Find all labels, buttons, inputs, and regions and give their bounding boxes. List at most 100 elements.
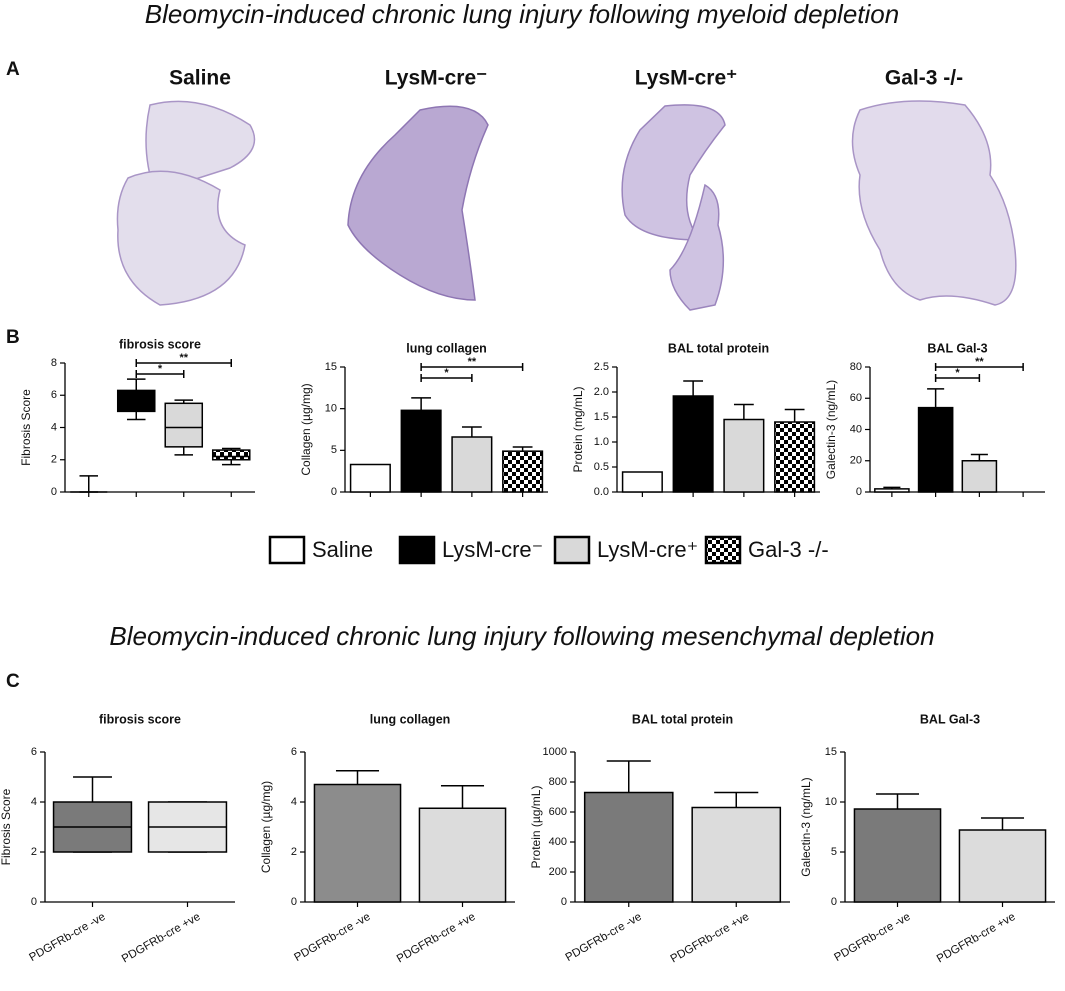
bar [774,421,816,493]
y-tick-label: 2.0 [594,386,609,398]
chart-title: lung collagen [370,712,451,726]
chart-title: BAL total protein [632,712,733,726]
significance-label: * [444,367,449,379]
chart-title: BAL total protein [668,341,769,355]
box [211,449,251,461]
bar [418,807,507,903]
y-tick-label: 10 [325,403,337,415]
y-tick-label: 4 [291,796,297,808]
y-tick-label: 0 [31,896,37,908]
y-tick-label: 0 [561,896,567,908]
x-tick-label: PDGFRb-cre +ve [669,911,752,966]
panel-letter: B [6,327,20,348]
y-tick-label: 200 [549,866,567,878]
x-tick-label: PDGFRb-cre -ve [832,911,912,964]
significance-label: ** [179,352,188,364]
y-tick-label: 8 [51,357,57,369]
legend-swatch [268,535,306,565]
y-tick-label: 4 [51,421,57,433]
section-title: Bleomycin-induced chronic lung injury fo… [109,621,934,651]
x-tick-label: PDGFRb-cre +ve [935,911,1018,966]
y-tick-label: 2 [291,846,297,858]
x-tick-label: PDGFRb-cre -ve [292,911,372,964]
x-tick-label: PDGFRb-cre -ve [564,911,644,964]
bar [502,450,544,493]
y-tick-label: 0 [291,896,297,908]
y-tick-label: 6 [31,746,37,758]
x-tick-label: PDGFRb-cre +ve [120,911,203,966]
x-tick-label: PDGFRb-cre +ve [395,911,478,966]
legend-label: Gal-3 -/- [748,537,829,562]
image-label: Saline [169,67,231,90]
y-tick-label: 10 [825,796,837,808]
bar [958,829,1047,903]
legend-swatch [704,535,742,565]
y-tick-label: 40 [850,423,862,435]
bar [723,418,765,493]
chart-title: BAL Gal-3 [927,341,987,355]
chart: BAL Gal-3 Galectin-3 (ng/mL) 0 5 10 15 PDGFRb-… [799,712,1055,965]
panel-letter: A [6,59,20,80]
y-tick-label: 0 [831,896,837,908]
y-tick-label: 400 [549,836,567,848]
y-tick-label: 0.0 [594,486,609,498]
bar [349,463,391,493]
chart-title: fibrosis score [119,337,201,351]
y-tick-label: 0.5 [594,461,609,473]
y-tick-label: 4 [31,796,37,808]
y-tick-label: 0 [856,486,862,498]
bar [621,471,663,493]
y-tick-label: 1000 [543,746,567,758]
bar [672,395,714,493]
y-tick-label: 6 [51,389,57,401]
bar [451,436,493,493]
y-tick-label: 6 [291,746,297,758]
bar [691,806,782,903]
y-tick-label: 5 [331,444,337,456]
chart-title: lung collagen [406,341,487,355]
box [164,402,204,448]
legend-label: LysM-cre⁻ [442,537,543,562]
bar [961,460,998,493]
y-tick-label: 2.5 [594,361,609,373]
y-axis-label: Collagen (µg/mg) [299,383,313,475]
chart-title: BAL Gal-3 [920,712,980,726]
chart: lung collagen Collagen (µg/mg) 0 2 4 6 PDGFRb-… [259,712,515,965]
image-label: LysM-cre⁻ [385,67,488,90]
y-tick-label: 2 [51,454,57,466]
y-axis-label: Protein (mg/mL) [571,386,585,472]
y-tick-label: 15 [325,361,337,373]
bar [400,409,442,493]
significance-label: ** [975,356,984,368]
bar [313,783,402,903]
y-axis-label: Galectin-3 (ng/mL) [824,380,838,479]
legend-swatch [553,535,591,565]
y-tick-label: 1.5 [594,411,609,423]
y-tick-label: 800 [549,776,567,788]
chart: BAL total protein Protein (µg/mL) 0 200 400 6… [529,712,790,965]
bar [917,406,954,493]
chart: fibrosis score Fibrosis Score 0 2 4 6 PDGFRb-c… [0,712,235,965]
y-axis-label: Fibrosis Score [0,788,13,865]
y-tick-label: 1.0 [594,436,609,448]
y-tick-label: 60 [850,392,862,404]
y-axis-label: Collagen (µg/mg) [259,781,273,873]
chart-title: fibrosis score [99,712,181,726]
y-tick-label: 0 [51,486,57,498]
section-title: Bleomycin-induced chronic lung injury fo… [145,0,899,29]
x-tick-label: PDGFRb-cre -ve [27,911,107,964]
y-axis-label: Fibrosis Score [19,389,33,466]
y-tick-label: 80 [850,361,862,373]
bar [874,488,910,493]
significance-label: * [955,367,960,379]
significance-label: ** [468,356,477,368]
y-axis-label: Protein (µg/mL) [529,786,543,869]
lung-section-images [116,100,1017,311]
y-tick-label: 5 [831,846,837,858]
image-label: Gal-3 -/- [885,67,963,90]
bar [583,791,674,903]
